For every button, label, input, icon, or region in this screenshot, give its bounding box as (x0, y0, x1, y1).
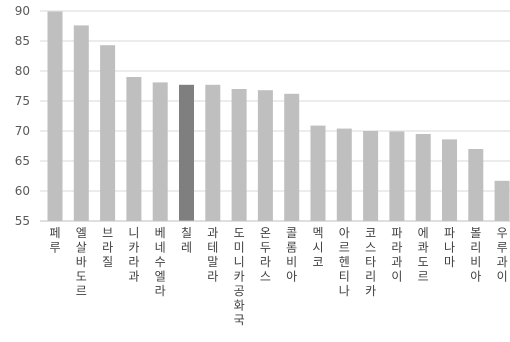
x-axis-category-labels: 페 루 엘 살 바 도 르 브 라 질 니 카 라 과 베 네 수 엘 라 칠 레 과 테 말 라 도 미 니 카 공 화 국 온 두 라 스 콜 롬 비 아… (49, 226, 507, 327)
bar (205, 84, 221, 221)
bar (231, 89, 247, 221)
bar (126, 77, 142, 221)
y-tick-label: 60 (15, 184, 30, 198)
bar (152, 82, 168, 222)
y-tick-label: 75 (15, 94, 30, 108)
y-tick-label: 70 (15, 124, 30, 138)
bar (47, 11, 63, 221)
bar (310, 125, 326, 221)
bar (179, 84, 194, 221)
y-tick-label: 65 (15, 154, 30, 168)
bar (284, 93, 300, 221)
gridlines (40, 10, 510, 222)
y-axis-tick-labels: 55 60 65 70 75 80 85 90 (15, 4, 30, 228)
bar (73, 25, 89, 222)
bar (442, 139, 457, 221)
bar (363, 131, 379, 221)
y-tick-label: 85 (15, 34, 30, 48)
bar (468, 149, 484, 221)
y-tick-label: 55 (15, 214, 30, 228)
bars (47, 11, 510, 222)
bar (494, 180, 510, 221)
bar (415, 134, 431, 221)
bar (389, 131, 405, 221)
bar (100, 45, 116, 222)
bar (257, 90, 273, 221)
y-tick-label: 80 (15, 64, 30, 78)
bar (336, 128, 352, 221)
y-tick-label: 90 (15, 4, 30, 18)
